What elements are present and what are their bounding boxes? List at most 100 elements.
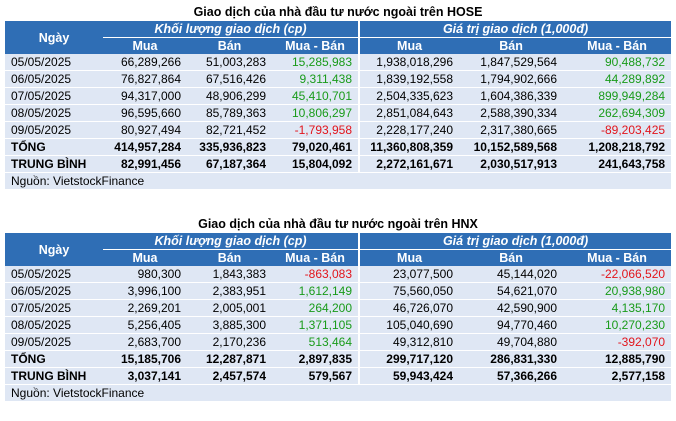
table-cell: 513,464 — [272, 333, 360, 351]
column-header-date: Ngày — [5, 21, 103, 54]
table-cell: 9,311,438 — [272, 70, 360, 88]
table-cell: 2,897,835 — [272, 350, 360, 368]
table-cell: 2,272,161,671 — [358, 155, 460, 173]
table-cell: 3,996,100 — [103, 282, 187, 300]
table-cell: 45,144,020 — [459, 266, 564, 283]
table-row: 08/05/2025 96,595,660 85,789,363 10,806,297… — [5, 104, 672, 122]
hnx-table: Ngày Khối lượng giao dịch (cp) Giá trị g… — [5, 233, 672, 402]
column-header: Bán — [459, 37, 564, 54]
total-row: TỔNG 15,185,706 12,287,871 2,897,835 299,717… — [5, 350, 672, 368]
table-cell: 2,577,158 — [563, 367, 672, 385]
table-cell: 1,612,149 — [272, 282, 360, 300]
table-cell: 85,789,363 — [187, 104, 272, 122]
table-row: 05/05/2025 980,300 1,843,383 -863,083 23,077… — [5, 266, 672, 283]
table-row: 06/05/2025 3,996,100 2,383,951 1,612,149 75,… — [5, 282, 672, 300]
table-cell: 10,806,297 — [272, 104, 360, 122]
table-cell: 51,003,283 — [187, 54, 272, 71]
table-cell: 46,726,070 — [358, 299, 460, 317]
table-cell: 1,371,105 — [272, 316, 360, 334]
row-label-cell: 06/05/2025 — [5, 282, 103, 300]
table-row: 07/05/2025 2,269,201 2,005,001 264,200 46,72… — [5, 299, 672, 317]
table-cell: 1,794,902,666 — [459, 70, 564, 88]
table-cell: 1,604,386,339 — [459, 87, 564, 105]
table-row: 09/05/2025 2,683,700 2,170,236 513,464 49,31… — [5, 333, 672, 351]
column-group-volume: Khối lượng giao dịch (cp) — [103, 21, 360, 38]
row-label-cell: TRUNG BÌNH — [5, 155, 103, 173]
table-cell: 57,366,266 — [459, 367, 564, 385]
row-label-cell: 05/05/2025 — [5, 266, 103, 283]
table-cell: 2,683,700 — [103, 333, 187, 351]
table-cell: 262,694,309 — [563, 104, 672, 122]
table-cell: 335,936,823 — [187, 138, 272, 156]
column-header: Mua - Bán — [272, 37, 360, 54]
table-cell: 899,949,284 — [563, 87, 672, 105]
table-cell: 105,040,690 — [358, 316, 460, 334]
table-cell: 42,590,900 — [459, 299, 564, 317]
table-cell: 15,285,983 — [272, 54, 360, 71]
row-label-cell: 07/05/2025 — [5, 87, 103, 105]
table-cell: 54,621,070 — [459, 282, 564, 300]
table-cell: 2,228,177,240 — [358, 121, 460, 139]
table-cell: 15,804,092 — [272, 155, 360, 173]
table-cell: 2,457,574 — [187, 367, 272, 385]
table-cell: 80,927,494 — [103, 121, 187, 139]
table-row: 07/05/2025 94,317,000 48,906,299 45,410,701… — [5, 87, 672, 105]
table-cell: 2,504,335,623 — [358, 87, 460, 105]
table-cell: 94,317,000 — [103, 87, 187, 105]
table-cell: 59,943,424 — [358, 367, 460, 385]
column-header: Bán — [187, 249, 272, 266]
source-note: Nguồn: VietstockFinance — [5, 384, 672, 402]
table-cell: 414,957,284 — [103, 138, 187, 156]
column-header-date: Ngày — [5, 233, 103, 266]
table-cell: 49,312,810 — [358, 333, 460, 351]
table-cell: -89,203,425 — [563, 121, 672, 139]
table-cell: 2,317,380,665 — [459, 121, 564, 139]
hose-title: Giao dịch của nhà đầu tư nước ngoài trên… — [193, 5, 483, 19]
column-header: Mua - Bán — [563, 249, 672, 266]
table-cell: 45,410,701 — [272, 87, 360, 105]
row-label-cell: 08/05/2025 — [5, 104, 103, 122]
table-cell: 2,383,951 — [187, 282, 272, 300]
table-cell: -1,793,958 — [272, 121, 360, 139]
table-cell: -863,083 — [272, 266, 360, 283]
row-label-cell: 08/05/2025 — [5, 316, 103, 334]
source-row: Nguồn: VietstockFinance — [5, 172, 672, 190]
table-row: 09/05/2025 80,927,494 82,721,452 -1,793,958… — [5, 121, 672, 139]
column-group-volume: Khối lượng giao dịch (cp) — [103, 233, 360, 250]
table-cell: 15,185,706 — [103, 350, 187, 368]
table-cell: 75,560,050 — [358, 282, 460, 300]
table-cell: 10,270,230 — [563, 316, 672, 334]
table-cell: 4,135,170 — [563, 299, 672, 317]
row-label-cell: 09/05/2025 — [5, 333, 103, 351]
table-cell: 82,721,452 — [187, 121, 272, 139]
table-cell: 79,020,461 — [272, 138, 360, 156]
row-label-cell: 05/05/2025 — [5, 54, 103, 71]
table-cell: 286,831,330 — [459, 350, 564, 368]
column-header: Bán — [459, 249, 564, 266]
table-row: 05/05/2025 66,289,266 51,003,283 15,285,983… — [5, 54, 672, 71]
table-cell: 67,187,364 — [187, 155, 272, 173]
table-cell: 96,595,660 — [103, 104, 187, 122]
table-cell: 1,938,018,296 — [358, 54, 460, 71]
hnx-table-body: 05/05/2025 980,300 1,843,383 -863,083 23,077… — [5, 266, 672, 402]
table-cell: -22,066,520 — [563, 266, 672, 283]
table-cell: 2,005,001 — [187, 299, 272, 317]
table-row: 06/05/2025 76,827,864 67,516,426 9,311,438 1… — [5, 70, 672, 88]
table-cell: 1,839,192,558 — [358, 70, 460, 88]
table-cell: 2,170,236 — [187, 333, 272, 351]
table-cell: 299,717,120 — [358, 350, 460, 368]
table-cell: 48,906,299 — [187, 87, 272, 105]
table-cell: 241,643,758 — [563, 155, 672, 173]
table-cell: 579,567 — [272, 367, 360, 385]
table-cell: 66,289,266 — [103, 54, 187, 71]
table-cell: 2,030,517,913 — [459, 155, 564, 173]
source-row: Nguồn: VietstockFinance — [5, 384, 672, 402]
hnx-title: Giao dịch của nhà đầu tư nước ngoài trên… — [198, 217, 478, 231]
column-header: Bán — [187, 37, 272, 54]
table-cell: 1,847,529,564 — [459, 54, 564, 71]
row-label-cell: 09/05/2025 — [5, 121, 103, 139]
table-cell: 980,300 — [103, 266, 187, 283]
column-header: Mua — [358, 249, 460, 266]
table-cell: 49,704,880 — [459, 333, 564, 351]
row-label-cell: TRUNG BÌNH — [5, 367, 103, 385]
